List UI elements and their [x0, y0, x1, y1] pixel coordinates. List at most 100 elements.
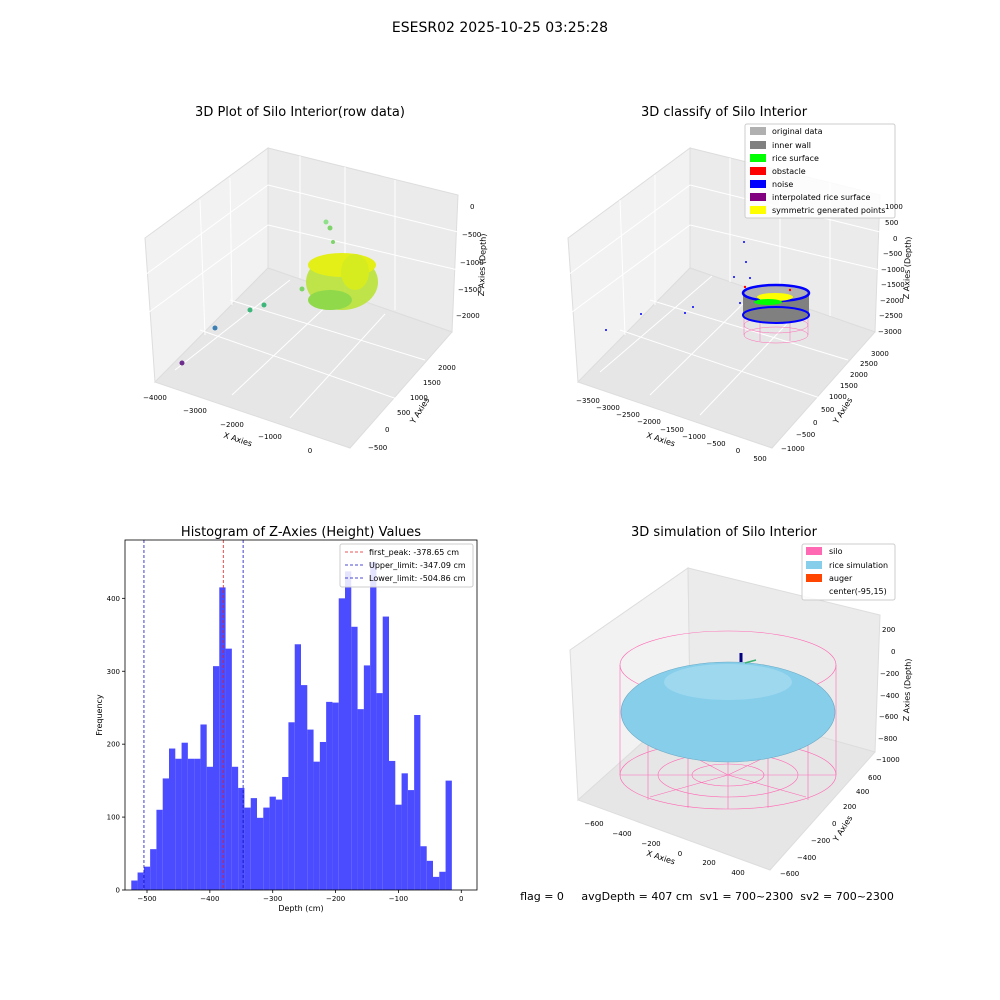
hist-bar: [332, 702, 339, 890]
classify-plot: 3D classify of Silo Interior: [567, 105, 913, 463]
hist-bar: [345, 571, 352, 890]
simulation-ytick: 0: [832, 820, 836, 828]
classify-ytick: 2000: [850, 371, 868, 379]
hist-bar: [143, 866, 151, 890]
classify-ytick: 3000: [871, 350, 889, 358]
hist-bar: [257, 817, 264, 890]
simulation-zticks: 200 0 −200 −400 −600 −800 −1000: [876, 626, 900, 764]
hist-bar: [282, 776, 289, 890]
hist-bar: [225, 648, 232, 890]
figure-suptitle: ESESR02 2025-10-25 03:25:28: [392, 20, 608, 36]
raw-ztick: −2000: [456, 312, 480, 320]
classify-legend-label: noise: [772, 180, 793, 189]
simulation-plot: 3D simulation of Silo Interior: [569, 525, 913, 878]
classify-ztick: −2500: [879, 312, 903, 320]
hist-bar: [313, 761, 320, 890]
raw-yticks: −500 0 500 1000 1500 2000: [368, 364, 456, 452]
raw-ztick: −1000: [460, 259, 484, 267]
simulation-legend-swatch: [806, 547, 822, 555]
classify-xtick: −2000: [637, 418, 661, 426]
raw-pane-floor: [154, 267, 453, 449]
classify-legend-label: rice surface: [772, 154, 819, 163]
status-line: flag = 0 avgDepth = 407 cm sv1 = 700~230…: [520, 890, 894, 903]
classify-xtick: −3500: [576, 397, 600, 405]
classify-xtick: −1000: [682, 433, 706, 441]
hist-bar: [401, 773, 408, 890]
hist-bar: [445, 780, 452, 890]
classify-legend-frame: [744, 123, 896, 219]
hist-xtick-label: −300: [263, 895, 282, 903]
classify-ztick: −3000: [878, 328, 902, 336]
simulation-ylabel: Y Axies: [831, 814, 855, 844]
classify-zticks: 1000 500 0 −500 −1000 −1500 −2000 −2500 …: [878, 203, 905, 336]
simulation-ytick: −200: [811, 837, 830, 845]
raw-ztick: 0: [470, 203, 474, 211]
hist-bar: [269, 796, 276, 890]
simulation-ztick: 0: [891, 648, 895, 656]
raw-gridlines: [144, 156, 459, 419]
hist-bar: [181, 742, 188, 890]
classify-zlabel: Z Axies (Depth): [902, 236, 913, 299]
hist-bar: [338, 598, 345, 890]
hist-bar: [162, 778, 169, 890]
hist-bar: [244, 807, 251, 890]
classify-ytick: 2500: [860, 360, 878, 368]
hist-bar: [150, 849, 157, 890]
simulation-ytick: 600: [868, 774, 881, 782]
simulation-ytick: 400: [856, 788, 869, 796]
simulation-zlabel: Z Axies (Depth): [902, 658, 913, 721]
classify-xticks: −3500 −3000 −2500 −2000 −1500 −1000 −500…: [576, 397, 767, 463]
hist-bar: [231, 766, 239, 890]
hist-reference-lines: [143, 540, 244, 890]
hist-xtick-label: −200: [326, 895, 345, 903]
classify-ytick: 500: [821, 406, 834, 414]
classify-legend-swatch: [750, 141, 766, 149]
simulation-legend-swatch: [806, 561, 822, 569]
simulation-ztick: −400: [880, 692, 899, 700]
raw-ytick: 1000: [410, 394, 428, 402]
hist-bar: [307, 729, 314, 890]
raw-ytick: 2000: [438, 364, 456, 372]
classify-ztick: 0: [893, 235, 897, 243]
hist-legend-frame: [339, 543, 474, 588]
simulation-yticks: −600 −400 −200 0 200 400 600: [780, 774, 881, 878]
hist-bar: [219, 587, 226, 890]
classify-point-cloud: [605, 241, 811, 331]
raw-xlabel: X Axies: [222, 431, 253, 449]
raw-ytick: 0: [385, 426, 389, 434]
hist-legend-label: Upper_limit: -347.09 cm: [369, 561, 466, 570]
hist-bar: [238, 787, 245, 890]
classify-xtick: −2500: [616, 411, 640, 419]
raw-plot: 3D Plot of Silo Interior(row data): [143, 105, 488, 455]
hist-bar: [301, 685, 308, 890]
hist-legend: first_peak: -378.65 cm Upper_limit: -347…: [339, 543, 474, 588]
simulation-xlabel: X Axies: [645, 849, 676, 867]
hist-bar: [275, 799, 283, 890]
raw-zticks: 0 −500 −1000 −1500 −2000: [456, 203, 484, 320]
histogram-panel: Histogram of Z-Axies (Height) Values −50…: [95, 525, 478, 913]
simulation-legend-frame: [801, 543, 896, 601]
hist-bar: [376, 693, 383, 890]
hist-ytick-label: 100: [107, 814, 120, 822]
classify-ytick: 1500: [840, 382, 858, 390]
raw-xtick: −4000: [143, 394, 167, 402]
hist-bar: [414, 715, 421, 890]
hist-bar: [200, 724, 207, 890]
simulation-xtick: −200: [641, 840, 660, 848]
simulation-xticks: −600 −400 −200 0 200 400: [584, 820, 744, 877]
simulation-xtick: −600: [584, 820, 603, 828]
simulation-rice-surface: [620, 661, 836, 763]
simulation-ytick: −600: [780, 870, 799, 878]
hist-ytick-label: 0: [116, 887, 120, 895]
hist-ytick-label: 400: [107, 595, 120, 603]
hist-bar: [187, 758, 195, 890]
simulation-legend-label: silo: [829, 547, 843, 556]
classify-xtick: −3000: [596, 404, 620, 412]
classify-ytick: 1000: [829, 393, 847, 401]
classify-xtick: −1500: [660, 426, 684, 434]
simulation-ztick: −800: [878, 735, 897, 743]
hist-bar: [263, 807, 270, 890]
hist-bars: [131, 561, 452, 890]
simulation-ztick: −1000: [876, 756, 900, 764]
hist-bar: [288, 722, 295, 890]
